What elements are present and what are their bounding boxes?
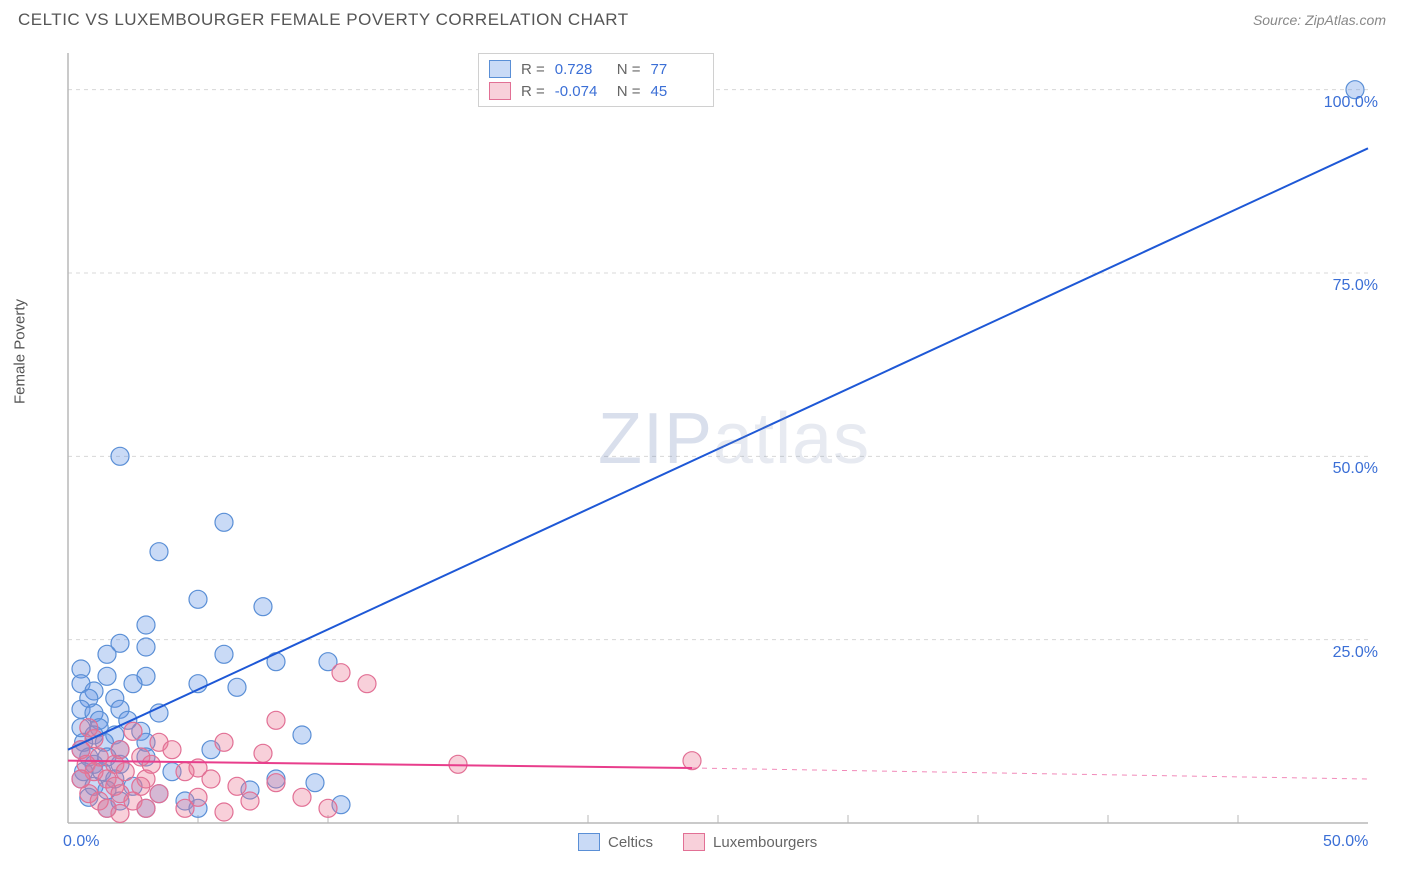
correlation-legend: R = 0.728 N = 77 R = -0.074 N = 45	[478, 53, 714, 107]
y-tick-label: 75.0%	[1333, 277, 1378, 295]
series-legend: Celtics Luxembourgers	[578, 833, 817, 851]
chart-container: Female Poverty R = 0.728 N = 77 R = -0.0…	[18, 38, 1388, 858]
series-legend-item: Luxembourgers	[683, 833, 817, 851]
y-tick-label: 25.0%	[1333, 644, 1378, 662]
y-tick-label: 100.0%	[1324, 94, 1378, 112]
x-tick-label: 50.0%	[1323, 833, 1368, 851]
y-axis-label: Female Poverty	[12, 299, 29, 404]
legend-row: R = -0.074 N = 45	[489, 80, 703, 102]
scatter-chart	[18, 38, 1388, 858]
source-label: Source: ZipAtlas.com	[1253, 12, 1386, 28]
y-tick-label: 50.0%	[1333, 460, 1378, 478]
x-tick-label: 0.0%	[63, 833, 99, 851]
chart-title: CELTIC VS LUXEMBOURGER FEMALE POVERTY CO…	[18, 10, 629, 30]
legend-row: R = 0.728 N = 77	[489, 58, 703, 80]
series-legend-item: Celtics	[578, 833, 653, 851]
